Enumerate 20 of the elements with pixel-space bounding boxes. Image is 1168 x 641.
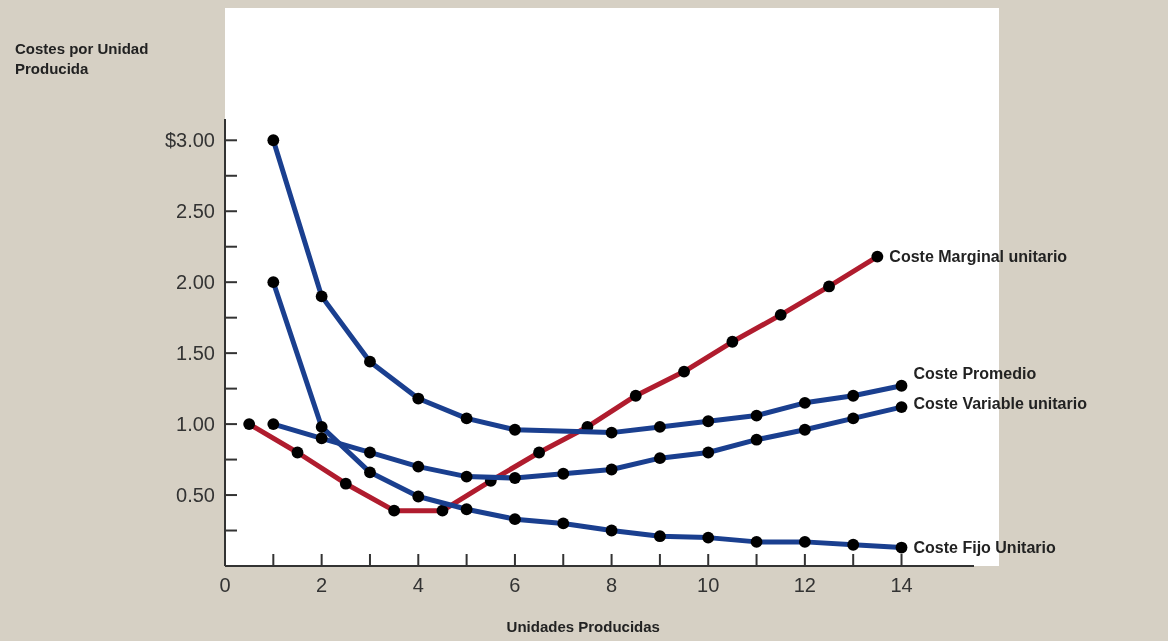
x-tick-label: 12 — [793, 574, 816, 596]
series-label: Coste Fijo Unitario — [913, 539, 1056, 557]
y-tick-label: 2.50 — [176, 200, 215, 223]
x-tick-label: 6 — [509, 574, 521, 596]
x-axis-title: Unidades Producidas — [506, 618, 660, 635]
x-tick-label: 8 — [606, 574, 618, 596]
x-tick-label: 10 — [697, 574, 720, 596]
y-tick-label: 2.00 — [176, 271, 215, 294]
x-tick-label: 2 — [316, 574, 328, 596]
x-tick-label: 0 — [219, 574, 231, 596]
y-tick-label: $3.00 — [164, 129, 215, 152]
series-label: Coste Marginal unitario — [889, 248, 1068, 266]
y-axis-title: Costes por Unidad Producida — [15, 40, 149, 77]
series-label: Coste Promedio — [913, 365, 1037, 383]
x-tick-label: 4 — [412, 574, 424, 596]
series-label: Coste Variable unitario — [913, 395, 1088, 413]
y-tick-label: 1.50 — [176, 342, 215, 365]
y-tick-label: 1.00 — [176, 413, 215, 436]
y-tick-label: 0.50 — [176, 484, 215, 507]
x-tick-label: 14 — [890, 574, 913, 596]
